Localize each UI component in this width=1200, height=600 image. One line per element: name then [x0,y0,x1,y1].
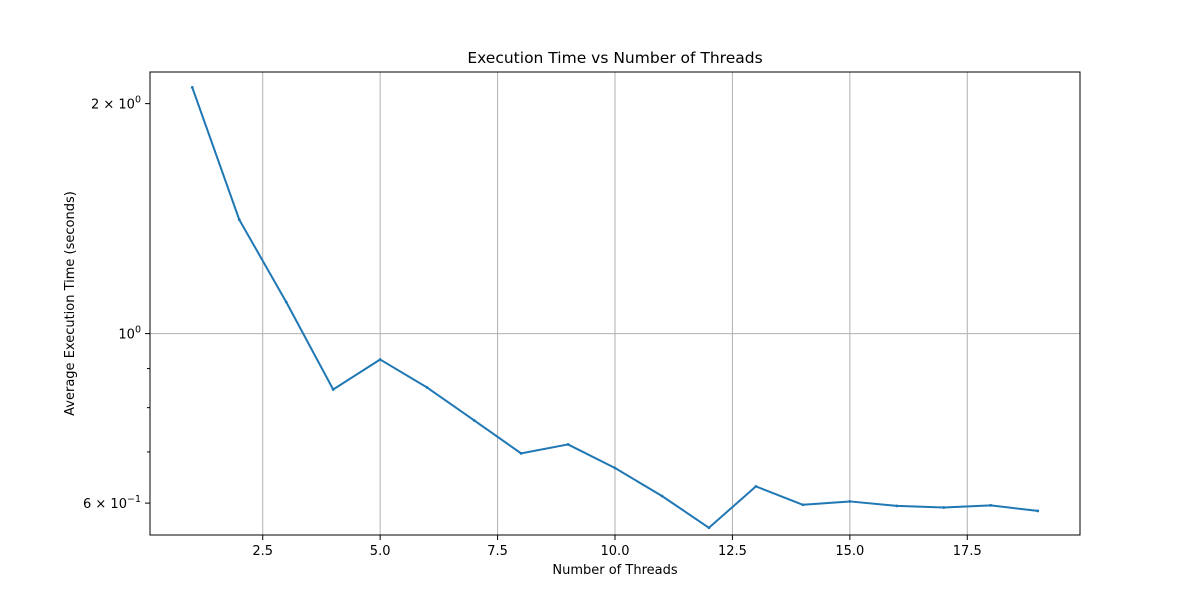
data-point [1036,509,1040,513]
data-point [566,443,570,446]
data-point [754,484,758,488]
chart-title: Execution Time vs Number of Threads [467,49,762,67]
data-point [284,300,288,304]
y-tick-label-base: 10 [118,328,135,343]
x-tick-label: 5.0 [370,544,391,559]
grid-layer [150,72,1080,535]
y-tick-label-exponent: −1 [127,494,141,505]
data-point [942,506,946,509]
x-tick-label: 12.5 [718,544,747,559]
y-tick-label-base: 6 × 10 [83,497,127,512]
x-tick-label: 7.5 [487,544,508,559]
data-point [660,494,664,498]
data-point [801,503,805,507]
x-tick-label: 10.0 [601,544,630,559]
y-tick-label: 6 × 10−1 [83,494,141,512]
series-layer [190,86,1040,530]
x-tick-label: 2.5 [252,544,273,559]
data-point [190,86,194,89]
y-tick-label: 100 [118,325,141,343]
data-point [472,418,476,422]
data-point [613,466,617,470]
data-point [237,218,241,222]
x-axis-label: Number of Threads [552,563,677,578]
data-point [895,504,899,508]
data-point [425,386,429,389]
y-tick-label-exponent: 0 [135,325,141,336]
data-point [848,500,852,503]
y-tick-label-exponent: 0 [135,95,141,106]
y-tick-label-base: 2 × 10 [91,98,135,113]
x-tick-label: 15.0 [835,544,864,559]
data-point [331,388,335,391]
y-tick-label: 2 × 100 [91,95,141,113]
y-axis-label: Average Execution Time (seconds) [63,191,78,416]
data-point [378,358,382,361]
x-tick-label: 17.5 [953,544,982,559]
data-point [519,451,523,455]
data-point [989,503,993,507]
data-point [707,526,711,530]
